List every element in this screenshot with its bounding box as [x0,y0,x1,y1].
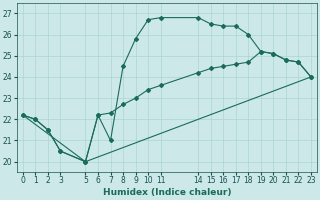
X-axis label: Humidex (Indice chaleur): Humidex (Indice chaleur) [103,188,231,197]
